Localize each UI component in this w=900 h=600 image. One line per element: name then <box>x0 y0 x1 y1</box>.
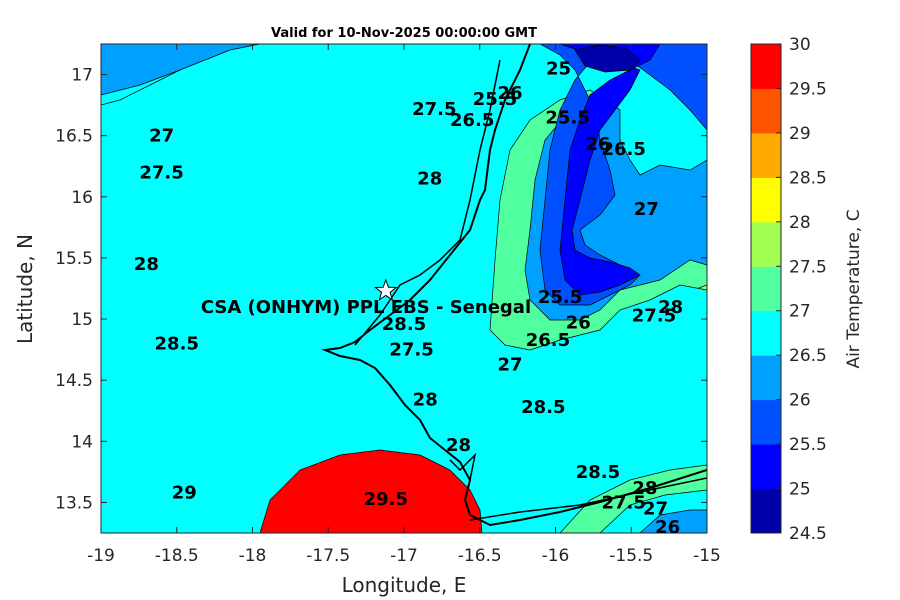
y-axis: 13.5 14 14.5 15 15.5 16 16.5 17 <box>55 66 707 513</box>
chart-title: Valid for 10-Nov-2025 00:00:00 GMT <box>271 26 537 41</box>
colorbar-segment <box>751 355 781 401</box>
colorbar-tick-label: 29.5 <box>789 79 827 99</box>
colorbar-segment <box>751 488 781 534</box>
x-tick-label: -18.5 <box>155 546 199 566</box>
colorbar-tick-label: 27.5 <box>789 257 827 277</box>
contour-label: 28.5 <box>576 462 620 483</box>
colorbar-tick-label: 26 <box>789 391 811 411</box>
contour-label: 26.5 <box>526 330 570 351</box>
contour-label: 27.5 <box>412 99 456 120</box>
colorbar-segment <box>751 177 781 223</box>
band-25.5-26 <box>539 44 707 306</box>
contour-label: 27.5 <box>601 492 645 513</box>
band-24.5-25 <box>574 44 641 73</box>
colorbar: 24.5 25 25.5 26 26.5 27 27.5 28 28.5 29 29.5 30 <box>750 35 827 544</box>
x-tick-label: -17 <box>390 546 418 566</box>
contour-label: 27 <box>149 126 174 147</box>
x-tick-label: -19 <box>87 546 115 566</box>
contour-label: 25.5 <box>538 287 582 308</box>
band-se-25.5-26 <box>639 509 707 533</box>
contour-label: 26 <box>566 313 591 334</box>
y-tick-label: 16 <box>71 188 93 208</box>
contour-label: 26.5 <box>601 139 645 160</box>
colorbar-segment <box>751 310 781 356</box>
contour-label: 25.5 <box>473 89 517 110</box>
contour-label: 28 <box>134 254 159 275</box>
contour-label: 28 <box>413 390 438 411</box>
colorbar-segment <box>751 44 781 89</box>
contour-label: 28.5 <box>155 334 199 355</box>
colorbar-tick-label: 26.5 <box>789 346 827 366</box>
contour-label: 28 <box>632 478 657 499</box>
y-tick-label: 17 <box>71 66 93 86</box>
colorbar-segment <box>751 399 781 445</box>
site-label: CSA (ONHYM) PPL EBS - Senegal <box>201 297 531 318</box>
contour-label: 28.5 <box>382 314 426 335</box>
colorbar-frame <box>750 43 782 534</box>
contour-label: 27.5 <box>139 162 183 183</box>
y-tick-label: 14.5 <box>55 371 93 391</box>
contour-label: 29.5 <box>364 489 408 510</box>
border-line <box>354 59 707 521</box>
y-tick-label: 15 <box>71 310 93 330</box>
contour-label: 27 <box>643 499 668 520</box>
x-tick-label: -17.5 <box>306 546 350 566</box>
contour-label: 27.5 <box>632 305 676 326</box>
coastline <box>321 44 707 527</box>
colorbar-segment <box>751 266 781 312</box>
colorbar-segment <box>751 444 781 490</box>
colorbar-segment <box>751 88 781 134</box>
y-tick-label: 15.5 <box>55 249 93 269</box>
colorbar-tick-label: 24.5 <box>789 524 827 544</box>
contour-label: 29 <box>172 483 197 504</box>
band-25-25.5 <box>559 44 661 296</box>
colorbar-tick-label: 25.5 <box>789 435 827 455</box>
y-tick-label: 16.5 <box>55 127 93 147</box>
colorbar-tick-label: 28 <box>789 213 811 233</box>
colorbar-segment <box>751 221 781 267</box>
colorbar-tick-label: 29 <box>789 124 811 144</box>
contour-field <box>101 44 707 533</box>
contour-label: 25.5 <box>545 107 589 128</box>
contour-label: 27.5 <box>389 340 433 361</box>
colorbar-tick-label: 28.5 <box>789 168 827 188</box>
x-axis: -19 -18.5 -18 -17.5 -17 -16.5 -16 -15.5 -15 <box>87 44 721 566</box>
contour-label: 27 <box>634 199 659 220</box>
x-tick-label: -18 <box>239 546 267 566</box>
contour-label: 26 <box>498 83 523 104</box>
x-tick-label: -16 <box>542 546 570 566</box>
x-tick-label: -15 <box>693 546 721 566</box>
x-tick-label: -15.5 <box>609 546 653 566</box>
y-axis-label: Latitude, N <box>13 234 37 344</box>
colorbar-tick-label: 30 <box>789 35 811 55</box>
x-axis-label: Longitude, E <box>342 573 467 597</box>
colorbar-tick-label: 27 <box>789 302 811 322</box>
site-marker-group: CSA (ONHYM) PPL EBS - Senegal <box>201 278 531 318</box>
contour-label: 28 <box>658 297 683 318</box>
contour-label: 25 <box>546 58 571 79</box>
contour-label: 26 <box>585 134 610 155</box>
contour-label: 28 <box>417 168 442 189</box>
colorbar-tick-label: 25 <box>789 480 811 500</box>
colorbar-label: Air Temperature, C <box>844 209 864 368</box>
x-tick-label: -16.5 <box>458 546 502 566</box>
contour-label: 27 <box>498 354 523 375</box>
colorbar-segment <box>751 132 781 178</box>
contour-label: 28 <box>446 435 471 456</box>
y-tick-label: 13.5 <box>55 493 93 513</box>
y-tick-label: 14 <box>71 432 93 452</box>
contour-label: 28.5 <box>521 397 565 418</box>
contour-label: 26.5 <box>450 110 494 131</box>
contour-label: 26 <box>655 517 680 538</box>
site-star-marker <box>374 278 398 301</box>
